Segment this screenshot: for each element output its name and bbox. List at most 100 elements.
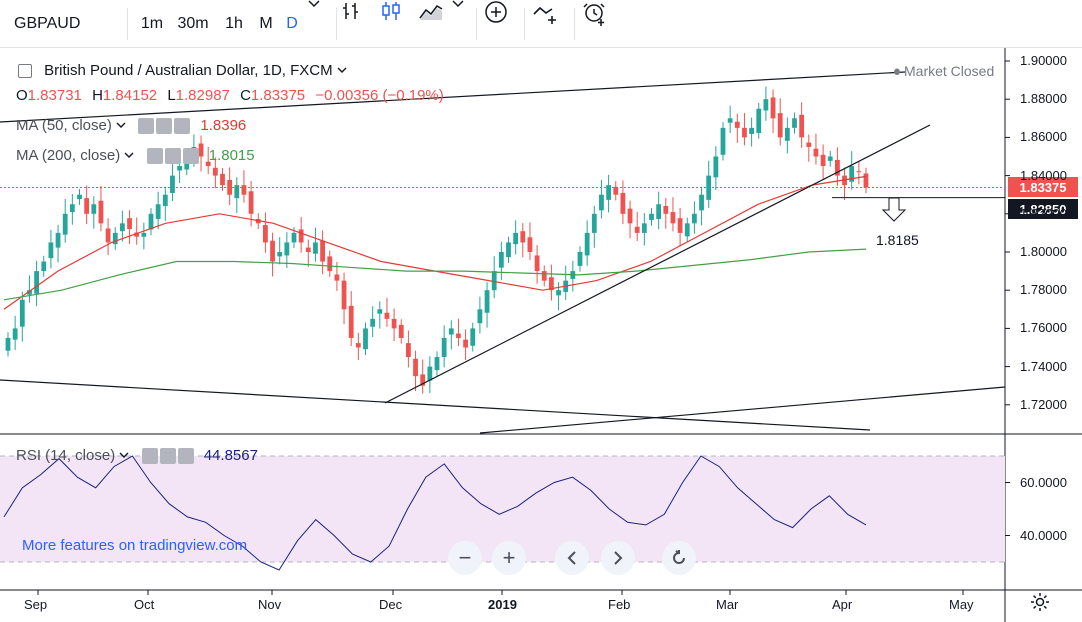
candle-body <box>770 97 776 119</box>
current-price-label: 1.83375 <box>1008 177 1078 197</box>
eye-icon[interactable] <box>146 148 163 165</box>
candle-body <box>584 232 590 256</box>
candle-body <box>127 218 132 230</box>
ma200-dropdown-icon[interactable] <box>124 152 134 160</box>
legend-dropdown-icon[interactable] <box>337 67 347 75</box>
candle-body <box>513 232 519 245</box>
candle-body <box>541 271 547 281</box>
candle-body <box>627 208 633 224</box>
chart-canvas[interactable] <box>0 48 1082 622</box>
candle-body <box>670 212 676 224</box>
candle-body <box>527 237 533 252</box>
candle-body <box>427 366 433 381</box>
candle-body <box>441 337 447 358</box>
tradingview-link[interactable]: More features on tradingview.com <box>22 537 248 554</box>
candle-body <box>212 167 218 176</box>
toolbar-divider <box>336 8 337 40</box>
candle-body <box>327 256 333 272</box>
area-style-icon[interactable] <box>418 0 452 48</box>
interval-day[interactable]: D <box>286 15 298 32</box>
eye-icon[interactable] <box>138 118 155 135</box>
settings-icon[interactable] <box>156 118 173 135</box>
candle-body <box>506 242 511 258</box>
indicators-icon[interactable] <box>532 0 568 48</box>
bars-style-icon[interactable] <box>340 0 370 48</box>
candle-body <box>534 255 540 272</box>
candle-body <box>155 204 161 219</box>
toolbar-divider <box>476 8 477 40</box>
candle-body <box>41 261 47 272</box>
interval-1m[interactable]: 1m <box>140 15 164 32</box>
change-value: −0.00356 (−0.19%) <box>315 87 444 104</box>
time-tick-label: Dec <box>379 597 403 612</box>
candle-body <box>556 290 561 296</box>
settings-icon[interactable] <box>164 148 181 165</box>
candle-body <box>84 198 90 214</box>
zoom-in-button[interactable]: + <box>492 541 526 575</box>
scroll-right-button[interactable] <box>601 541 635 575</box>
zoom-out-button[interactable]: − <box>448 541 482 575</box>
candles-style-icon[interactable] <box>380 0 410 48</box>
ma200-legend: MA (200, close) 1.8015 <box>16 147 255 165</box>
candle-body <box>270 240 275 262</box>
legend-title: British Pound / Australian Dollar, 1D, F… <box>44 62 333 79</box>
collapse-legend-icon[interactable] <box>18 64 32 79</box>
toolbar-divider <box>524 8 525 40</box>
candle-body <box>134 232 140 237</box>
candle-body <box>684 223 690 237</box>
candle-body <box>813 148 819 157</box>
toolbar-divider <box>127 8 128 40</box>
candle-body <box>549 277 554 291</box>
rsi-dropdown-icon[interactable] <box>119 452 129 460</box>
target-price-annotation: 1.8185 <box>876 232 919 248</box>
interval-dropdown-icon[interactable] <box>308 0 332 48</box>
reset-chart-button[interactable] <box>662 541 696 575</box>
candle-body <box>112 232 118 245</box>
rsi-value: 44.8567 <box>203 447 258 464</box>
candle-body <box>34 271 39 294</box>
settings-icon[interactable] <box>159 448 176 465</box>
scroll-left-button[interactable] <box>555 541 589 575</box>
market-status-text: Market Closed <box>904 63 995 79</box>
candle-body <box>177 166 182 171</box>
candle-body <box>713 156 719 178</box>
candle-body <box>341 280 347 310</box>
price-tick-label: 1.72000 <box>1020 396 1067 412</box>
add-indicator-icon[interactable] <box>484 0 516 48</box>
ma50-value: 1.8396 <box>200 117 247 134</box>
candle-body <box>148 213 154 230</box>
alert-clock-icon[interactable] <box>582 0 616 48</box>
candle-body <box>348 305 354 338</box>
candle-body <box>234 185 240 199</box>
rsi-label: RSI (14, close) <box>16 447 116 464</box>
ma50-dropdown-icon[interactable] <box>116 122 126 130</box>
chart-area[interactable] <box>0 48 1082 622</box>
candle-body <box>19 299 25 327</box>
close-icon[interactable] <box>174 118 191 135</box>
time-tick-label: Sep <box>24 597 48 612</box>
candle-body <box>591 213 597 233</box>
chart-settings-gear-icon[interactable] <box>1030 592 1056 618</box>
candle-body <box>620 192 626 214</box>
candle-body <box>835 159 840 176</box>
symbol-search[interactable]: GBPAUD <box>14 15 81 32</box>
close-icon[interactable] <box>182 148 199 165</box>
interval-month[interactable]: M <box>259 15 273 32</box>
candle-body <box>363 328 368 350</box>
main-legend: British Pound / Australian Dollar, 1D, F… <box>16 62 347 79</box>
top-toolbar: GBPAUD 1m 30m 1h M D <box>0 0 1082 48</box>
candle-body <box>799 114 805 138</box>
interval-30m[interactable]: 30m <box>177 15 209 32</box>
candle-body <box>613 186 619 195</box>
interval-1h[interactable]: 1h <box>225 15 243 32</box>
candle-body <box>692 213 697 224</box>
candle-body <box>91 204 97 214</box>
candle-body <box>241 185 247 195</box>
chart-style-dropdown-icon[interactable] <box>452 0 472 48</box>
candle-body <box>863 173 869 188</box>
candle-body <box>55 232 61 248</box>
candle-body <box>198 143 204 157</box>
candle-body <box>856 171 862 173</box>
close-icon[interactable] <box>177 448 194 465</box>
eye-icon[interactable] <box>141 448 158 465</box>
